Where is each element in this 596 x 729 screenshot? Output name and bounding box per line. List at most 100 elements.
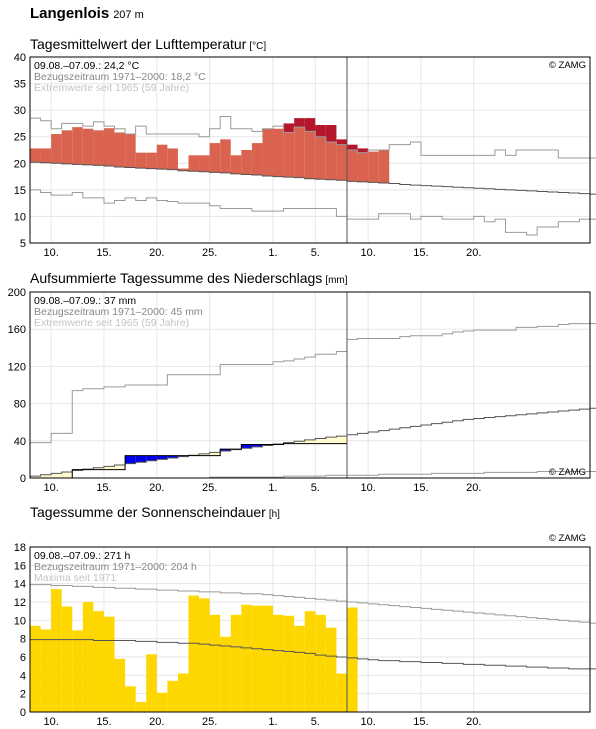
precip-surplus-bar — [146, 455, 157, 461]
x-tick-label: 15. — [413, 482, 428, 494]
sunshine-bar — [40, 629, 52, 712]
temperature-bar-record — [294, 118, 305, 128]
y-tick-label: 4 — [20, 670, 26, 682]
x-tick-label: 25. — [202, 247, 217, 259]
y-tick-label: 8 — [20, 634, 26, 646]
x-tick-label: 15. — [96, 247, 111, 259]
y-tick-label: 15 — [14, 185, 26, 197]
x-tick-label: 15. — [413, 247, 428, 259]
x-tick-label: 1. — [268, 716, 277, 728]
precip-deficit-bar — [61, 471, 73, 478]
y-tick-label: 160 — [8, 324, 26, 336]
temperature-bar-warm — [30, 148, 41, 163]
y-tick-label: 14 — [14, 579, 26, 591]
temperature-bar-warm — [241, 150, 252, 175]
temperature-bar-warm — [294, 127, 305, 178]
sunshine-bar — [93, 611, 104, 712]
y-tick-label: 6 — [20, 652, 26, 664]
temperature-bar-warm — [315, 136, 326, 180]
temperature-bar-warm — [82, 128, 94, 165]
y-tick-label: 2 — [20, 689, 26, 701]
temperature-unit: [°C] — [249, 41, 267, 52]
x-tick-label: 20. — [149, 482, 164, 494]
temperature-title-text: Tagesmittelwert der Lufttemperatur — [30, 36, 247, 52]
y-tick-label: 35 — [14, 79, 26, 91]
precip-deficit-bar — [40, 474, 52, 478]
legend-entry: Extremwerte seit 1965 (59 Jahre) — [34, 317, 189, 329]
temperature-bar-record — [304, 118, 316, 132]
precip-surplus-bar — [251, 444, 263, 447]
y-tick-label: 20 — [14, 158, 26, 170]
y-tick-label: 10 — [14, 615, 26, 627]
precipitation-unit: [mm] — [325, 275, 348, 286]
page-title: Langenlois 207 m — [30, 5, 144, 22]
temperature-bar-warm — [114, 132, 126, 168]
sunshine-bar — [220, 636, 231, 712]
precip-deficit-bar — [315, 438, 326, 444]
climate-mean-line — [30, 161, 596, 195]
x-tick-label: 15. — [96, 716, 111, 728]
sunshine-bar — [315, 614, 326, 712]
y-tick-label: 12 — [14, 597, 26, 609]
sunshine-chart-title: Tagessumme der Sonnenscheindauer [h] — [30, 504, 280, 520]
precip-surplus-bar — [220, 449, 231, 452]
x-tick-label: 1. — [268, 247, 277, 259]
sunshine-bar — [294, 625, 305, 712]
precipitation-title-text: Aufsummierte Tagessumme des Niederschlag… — [30, 270, 323, 286]
x-tick-label: 5. — [311, 716, 320, 728]
temperature-bar-warm — [273, 128, 284, 177]
precip-deficit-bar — [294, 441, 305, 444]
precip-deficit-bar — [336, 436, 347, 444]
temperature-bar-warm — [72, 127, 83, 165]
precip-surplus-bar — [241, 444, 252, 449]
x-tick-label: 10. — [360, 716, 375, 728]
sunshine-bar — [188, 595, 200, 712]
precip-deficit-bar — [325, 437, 337, 444]
sunshine-bar — [199, 598, 210, 712]
legend-entry: 09.08.–07.09.: 271 h — [34, 550, 130, 562]
precip-deficit-bar — [30, 476, 41, 478]
temperature-bar-warm — [156, 144, 168, 170]
x-tick-label: 20. — [466, 247, 481, 259]
sunshine-bar — [125, 686, 136, 712]
copyright-label: © ZAMG — [549, 467, 586, 478]
location-elevation: 207 m — [113, 9, 144, 21]
sunshine-bar — [304, 611, 316, 712]
sunshine-bar — [146, 654, 157, 712]
legend-entry: 09.08.–07.09.: 37 mm — [34, 295, 136, 307]
temperature-bar-warm — [167, 148, 178, 170]
temperature-bar-warm — [188, 155, 200, 172]
plot-frame — [29, 56, 591, 244]
y-tick-label: 0 — [20, 473, 26, 485]
x-tick-label: 1. — [268, 482, 277, 494]
precip-surplus-bar — [156, 455, 168, 460]
sunshine-bar — [346, 607, 358, 712]
sunshine-bar — [82, 602, 94, 712]
temperature-bar-warm — [93, 130, 104, 166]
x-tick-label: 25. — [202, 482, 217, 494]
x-tick-label: 10. — [43, 482, 58, 494]
observed-sum-line — [30, 443, 347, 479]
x-tick-label: 20. — [149, 716, 164, 728]
temperature-bar-record — [283, 123, 295, 133]
x-tick-label: 15. — [96, 482, 111, 494]
temperature-bar-warm — [368, 151, 379, 183]
temperature-bar-warm — [199, 155, 210, 172]
plot-frame — [29, 291, 591, 479]
legend-entry: Extremwerte seit 1965 (59 Jahre) — [34, 82, 189, 94]
temperature-bar-warm — [230, 155, 242, 174]
temperature-bar-warm — [262, 128, 274, 177]
precip-deficit-bar — [51, 473, 62, 478]
sunshine-bar — [273, 614, 284, 712]
precip-surplus-bar — [167, 455, 178, 459]
temperature-bar-record — [315, 125, 326, 137]
x-tick-label: 5. — [311, 482, 320, 494]
precip-deficit-bar — [304, 439, 316, 444]
sunshine-bar — [30, 625, 41, 712]
temperature-bar-warm — [346, 150, 358, 182]
temperature-bar-warm — [209, 143, 221, 173]
record-max-line — [30, 116, 596, 159]
copyright-label: © ZAMG — [549, 60, 586, 71]
x-tick-label: 5. — [311, 247, 320, 259]
